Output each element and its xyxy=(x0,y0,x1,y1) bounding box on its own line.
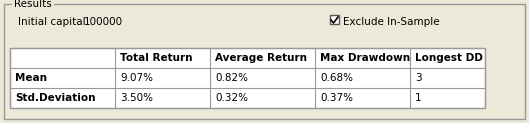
Text: Exclude In-Sample: Exclude In-Sample xyxy=(343,17,440,27)
Bar xyxy=(10,48,485,108)
Text: 0.37%: 0.37% xyxy=(320,93,353,103)
Text: 3: 3 xyxy=(415,73,422,83)
Text: Results: Results xyxy=(14,0,52,9)
Text: 3.50%: 3.50% xyxy=(120,93,153,103)
Text: Mean: Mean xyxy=(15,73,47,83)
Text: Max Drawdown: Max Drawdown xyxy=(320,53,410,63)
Text: 1: 1 xyxy=(415,93,422,103)
Bar xyxy=(330,15,339,24)
Text: Initial capital:: Initial capital: xyxy=(18,17,89,27)
Text: Average Return: Average Return xyxy=(215,53,307,63)
Text: Longest DD: Longest DD xyxy=(415,53,483,63)
Text: 0.32%: 0.32% xyxy=(215,93,248,103)
Text: Std.Deviation: Std.Deviation xyxy=(15,93,96,103)
Text: Total Return: Total Return xyxy=(120,53,193,63)
Text: 100000: 100000 xyxy=(84,17,123,27)
Text: 0.68%: 0.68% xyxy=(320,73,353,83)
Text: 0.82%: 0.82% xyxy=(215,73,248,83)
Text: 9.07%: 9.07% xyxy=(120,73,153,83)
